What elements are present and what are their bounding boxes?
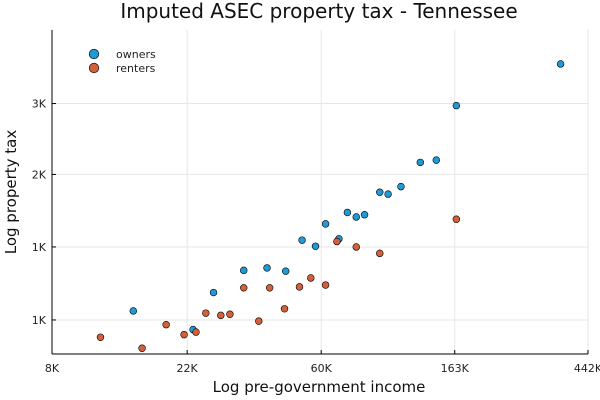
owners-point	[263, 264, 271, 272]
owners-point	[209, 288, 218, 297]
chart-title: Imputed ASEC property tax - Tennessee	[120, 0, 517, 23]
owners-point	[556, 60, 565, 68]
x-tick-label: 163K	[441, 362, 470, 375]
owners-point	[352, 213, 360, 221]
legend-item-renters: renters	[88, 62, 156, 75]
renters-point	[202, 309, 210, 317]
renters-point	[333, 237, 341, 246]
renters-point	[217, 311, 225, 320]
series-renters	[96, 215, 461, 352]
renters-point	[180, 330, 188, 339]
renters-point	[265, 284, 274, 292]
owners-point	[321, 220, 330, 228]
owners-point	[129, 307, 137, 315]
y-tick-label: 1K	[32, 241, 47, 254]
legend-marker	[88, 48, 100, 60]
owners-point	[397, 182, 405, 191]
owners-point	[281, 267, 290, 275]
legend-label: renters	[116, 62, 156, 75]
legend-label: owners	[116, 48, 156, 61]
renters-point	[307, 274, 315, 282]
renters-point	[352, 243, 360, 251]
renters-point	[226, 310, 234, 318]
owners-point	[240, 266, 248, 275]
x-tick-label: 60K	[311, 362, 333, 375]
y-tick-label: 2K	[32, 168, 47, 181]
y-tick-label: 3K	[32, 98, 47, 111]
y-axis-label: Log property tax	[2, 130, 20, 255]
x-tick-label: 8K	[45, 362, 60, 375]
legend-marker	[88, 62, 100, 74]
owners-point	[452, 101, 461, 110]
renters-point	[452, 215, 461, 223]
renters-point	[138, 344, 146, 352]
owners-point	[376, 188, 384, 196]
owners-point	[311, 242, 320, 250]
axes	[51, 30, 588, 355]
renters-point	[192, 328, 200, 336]
x-tick-label: 22K	[177, 362, 199, 375]
owners-point	[298, 236, 306, 244]
data-points	[96, 60, 565, 352]
owners-point	[343, 208, 352, 217]
renters-point	[162, 320, 170, 329]
legend-item-owners: owners	[88, 48, 156, 61]
x-axis-label: Log pre-government income	[213, 378, 426, 396]
y-tick-label: 1K	[32, 314, 47, 327]
renters-point	[96, 333, 105, 341]
owners-point	[432, 156, 440, 164]
x-tick-label: 442K	[574, 362, 600, 375]
owners-point	[360, 211, 369, 219]
renters-point	[321, 281, 330, 289]
grid	[51, 30, 589, 354]
ticks: 8K 22K 60K 163K 442K 1K 1K 2K 3K	[32, 98, 600, 375]
owners-point	[416, 158, 425, 167]
owners-point	[384, 190, 392, 198]
renters-point	[376, 249, 384, 258]
renters-point	[255, 317, 263, 325]
series-owners	[129, 60, 565, 334]
renters-point	[240, 284, 248, 292]
renters-point	[295, 283, 304, 291]
renters-point	[280, 305, 289, 313]
